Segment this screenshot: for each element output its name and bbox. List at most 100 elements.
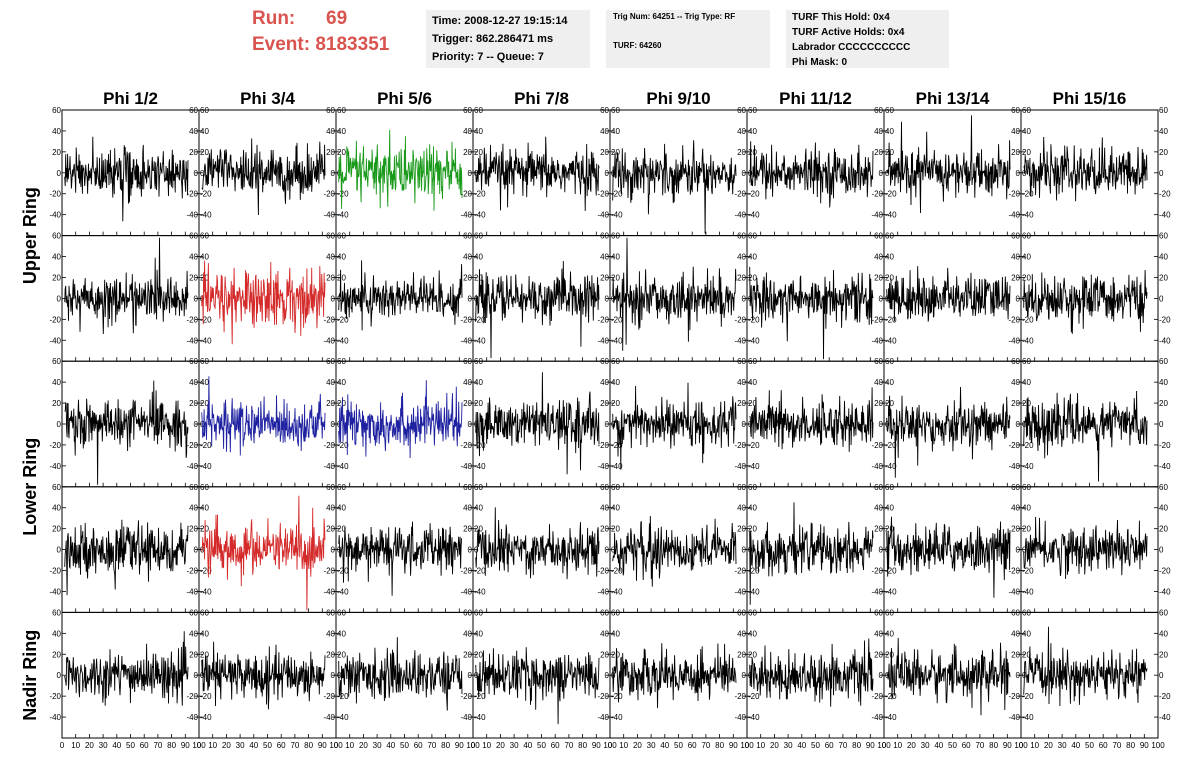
y-tick-label: -40	[1159, 713, 1171, 722]
turf-active-holds-text: TURF Active Holds: 0x4	[792, 27, 905, 38]
y-tick-label: 60	[1159, 232, 1168, 241]
waveform-trace	[1023, 516, 1148, 580]
y-tick-label: 0	[742, 294, 747, 303]
x-tick-label: 100	[329, 741, 343, 750]
y-tick-label: -40	[611, 713, 623, 722]
y-tick-label: 60	[1011, 106, 1020, 115]
y-tick-label: 40	[463, 253, 472, 262]
x-tick-label: 70	[427, 741, 436, 750]
x-tick-label: 20	[496, 741, 505, 750]
y-tick-label: 40	[1159, 253, 1168, 262]
y-tick-label: 20	[463, 525, 472, 534]
y-tick-label: 60	[748, 608, 757, 617]
x-tick-label: 40	[249, 741, 258, 750]
x-tick-label: 30	[236, 741, 245, 750]
y-tick-label: 20	[1011, 650, 1020, 659]
y-tick-label: -40	[1008, 462, 1020, 471]
y-tick-label: 0	[194, 671, 199, 680]
y-tick-label: -20	[323, 190, 335, 199]
x-tick-label: 70	[564, 741, 573, 750]
y-tick-label: 60	[1159, 608, 1168, 617]
y-tick-label: -40	[611, 211, 623, 220]
y-tick-label: 20	[326, 273, 335, 282]
x-tick-label: 60	[688, 741, 697, 750]
y-tick-label: 60	[737, 106, 746, 115]
y-tick-label: -20	[885, 441, 897, 450]
y-tick-label: 0	[468, 169, 473, 178]
y-tick-label: -20	[885, 692, 897, 701]
y-tick-label: 0	[879, 294, 884, 303]
x-tick-label: 50	[263, 741, 272, 750]
y-tick-label: -20	[611, 441, 623, 450]
y-tick-label: 60	[885, 483, 894, 492]
y-tick-label: -40	[323, 587, 335, 596]
y-tick-label: -40	[1022, 211, 1034, 220]
y-tick-label: 20	[463, 273, 472, 282]
y-tick-label: 40	[874, 378, 883, 387]
y-tick-label: -40	[871, 713, 883, 722]
y-tick-label: 20	[600, 148, 609, 157]
y-tick-label: 60	[474, 357, 483, 366]
y-tick-label: -20	[49, 190, 61, 199]
y-tick-label: -20	[200, 190, 212, 199]
y-tick-label: 60	[600, 483, 609, 492]
x-tick-label: 70	[153, 741, 162, 750]
x-tick-label: 0	[60, 741, 65, 750]
y-tick-label: 40	[474, 629, 483, 638]
y-tick-label: -20	[323, 441, 335, 450]
waveform-trace	[64, 237, 189, 335]
y-tick-label: -40	[611, 462, 623, 471]
x-tick-label: 60	[414, 741, 423, 750]
y-tick-label: 0	[1022, 546, 1027, 555]
x-tick-label: 50	[537, 741, 546, 750]
waveform-trace	[612, 237, 737, 351]
y-tick-label: 20	[337, 399, 346, 408]
column-title: Phi 5/6	[377, 89, 432, 108]
y-tick-label: -20	[734, 441, 746, 450]
y-tick-label: 60	[611, 357, 620, 366]
y-tick-label: -20	[611, 190, 623, 199]
x-tick-label: 90	[866, 741, 875, 750]
x-tick-label: 90	[1003, 741, 1012, 750]
y-tick-label: -40	[474, 462, 486, 471]
x-tick-label: 50	[948, 741, 957, 750]
y-tick-label: 0	[879, 546, 884, 555]
y-tick-label: -40	[748, 587, 760, 596]
y-tick-label: -40	[337, 211, 349, 220]
waveform-trace	[749, 502, 874, 605]
y-tick-label: 60	[326, 483, 335, 492]
y-tick-label: -40	[597, 587, 609, 596]
y-tick-label: -20	[460, 567, 472, 576]
waveform-trace	[201, 495, 326, 611]
y-tick-label: 20	[600, 650, 609, 659]
y-tick-label: -40	[1022, 713, 1034, 722]
x-tick-label: 90	[318, 741, 327, 750]
y-tick-label: -20	[1159, 315, 1171, 324]
x-tick-label: 10	[1030, 741, 1039, 750]
row-group-label: Upper Ring	[20, 187, 40, 284]
x-tick-label: 0	[745, 741, 750, 750]
x-tick-label: 10	[71, 741, 80, 750]
y-tick-label: 40	[748, 629, 757, 638]
priority-text: Priority: 7 -- Queue: 7	[432, 51, 544, 63]
x-tick-label: 10	[345, 741, 354, 750]
trig-num-text: Trig Num: 64251 -- Trig Type: RF	[613, 12, 736, 21]
y-tick-label: -40	[597, 462, 609, 471]
y-tick-label: 20	[874, 148, 883, 157]
column-title: Phi 9/10	[646, 89, 710, 108]
y-tick-label: 40	[463, 378, 472, 387]
y-tick-label: 40	[1011, 378, 1020, 387]
y-tick-label: 60	[474, 483, 483, 492]
y-tick-label: 20	[600, 525, 609, 534]
y-tick-label: 40	[326, 253, 335, 262]
y-tick-label: -20	[474, 190, 486, 199]
y-tick-label: 60	[326, 608, 335, 617]
waveform-trace	[64, 136, 189, 222]
run-value: 69	[326, 8, 348, 29]
x-tick-label: 20	[770, 741, 779, 750]
y-tick-label: 20	[52, 399, 61, 408]
y-tick-label: 20	[463, 399, 472, 408]
x-tick-label: 10	[208, 741, 217, 750]
x-tick-label: 70	[290, 741, 299, 750]
x-tick-label: 10	[893, 741, 902, 750]
